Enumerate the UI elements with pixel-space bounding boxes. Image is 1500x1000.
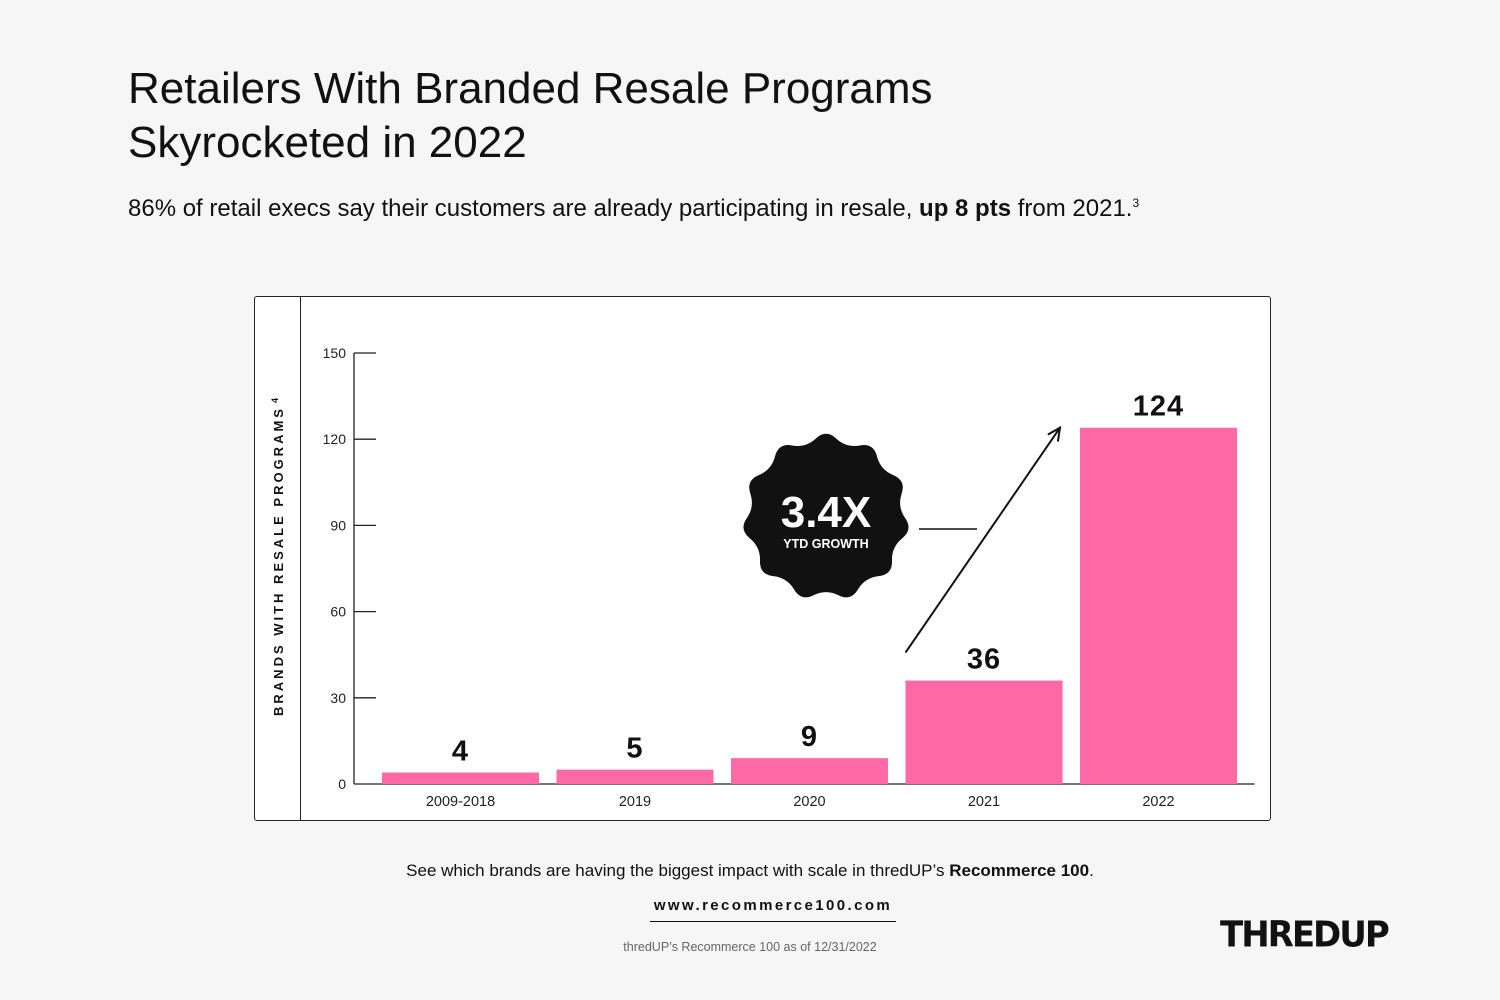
bar — [556, 769, 714, 784]
chart-frame: BRANDS WITH RESALE PROGRAMS4 0 30 60 90 120 1… — [254, 296, 1271, 821]
data-label: 5 — [626, 733, 643, 765]
growth-badge-value: 3.4X — [781, 488, 872, 537]
x-tick-label: 2022 — [1142, 794, 1174, 810]
data-label: 36 — [967, 644, 1001, 676]
subtitle-highlight: up 8 pts — [919, 195, 1012, 222]
footer-callout-highlight: Recommerce 100 — [949, 861, 1090, 880]
data-label: 4 — [452, 736, 469, 768]
x-tick-label: 2009-2018 — [426, 794, 495, 810]
bar — [1080, 427, 1237, 784]
thredup-logo: THREDUP — [1220, 914, 1390, 956]
footer-callout: See which brands are having the biggest … — [0, 861, 1500, 881]
subtitle-footnote: 3 — [1132, 196, 1140, 210]
y-tick-label: 90 — [330, 517, 346, 533]
y-axis-strip: BRANDS WITH RESALE PROGRAMS4 — [255, 297, 301, 820]
footer-callout-text: See which brands are having the biggest … — [406, 861, 945, 880]
bar — [905, 680, 1063, 784]
footer-note: thredUP’s Recommerce 100 as of 12/31/202… — [623, 940, 877, 954]
growth-badge — [743, 433, 909, 598]
footer-callout-end: . — [1089, 861, 1094, 880]
bar — [731, 758, 888, 784]
x-tick-label: 2019 — [619, 794, 651, 810]
page-title: Retailers With Branded Resale Programs S… — [128, 62, 1128, 170]
bar — [382, 772, 539, 784]
y-tick-label: 30 — [330, 690, 346, 706]
y-tick-label: 0 — [338, 776, 346, 792]
y-tick-label: 120 — [323, 431, 347, 447]
subtitle-text: 86% of retail execs say their customers … — [128, 195, 913, 222]
x-tick-label: 2020 — [793, 794, 825, 810]
data-label: 124 — [1133, 391, 1184, 423]
growth-arrow-head — [1047, 425, 1062, 442]
x-tick-label: 2021 — [968, 794, 1000, 810]
growth-arrow — [904, 427, 1061, 654]
recommerce-link[interactable]: www.recommerce100.com — [650, 897, 896, 922]
subtitle-text-end: from 2021. — [1017, 195, 1133, 222]
data-label: 9 — [801, 721, 818, 753]
title-line-2: Skyrocketed in 2022 — [128, 118, 527, 167]
bar-chart: 0 30 60 90 120 150 4 2009-2018 5 2019 9 2020 36 2021 1… — [323, 345, 1255, 810]
growth-badge-label: YTD GROWTH — [783, 537, 868, 551]
title-line-1: Retailers With Branded Resale Programs — [128, 64, 933, 113]
y-tick-label: 150 — [323, 345, 347, 361]
y-tick-label: 60 — [330, 604, 346, 620]
subtitle: 86% of retail execs say their customers … — [128, 193, 1428, 225]
